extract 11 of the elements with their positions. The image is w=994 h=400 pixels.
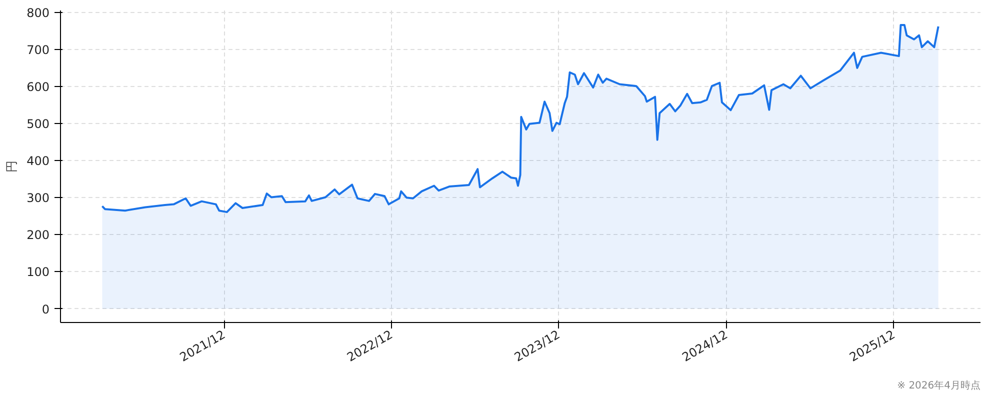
text: ※ 2026年4月時点 xyxy=(897,380,981,392)
y-tick-label: 0 xyxy=(42,302,50,316)
y-tick-label: 400 xyxy=(26,154,50,168)
y-tick-label: 200 xyxy=(26,228,50,242)
y-tick-label: 800 xyxy=(26,6,50,20)
y-tick-label: 100 xyxy=(26,265,50,280)
y-tick-label: 700 xyxy=(26,42,50,57)
y-tick-label: 500 xyxy=(26,117,50,132)
y-tick-label: 300 xyxy=(26,191,50,206)
y-axis-title: 円 xyxy=(4,160,19,172)
y-tick-label: 600 xyxy=(26,80,50,94)
